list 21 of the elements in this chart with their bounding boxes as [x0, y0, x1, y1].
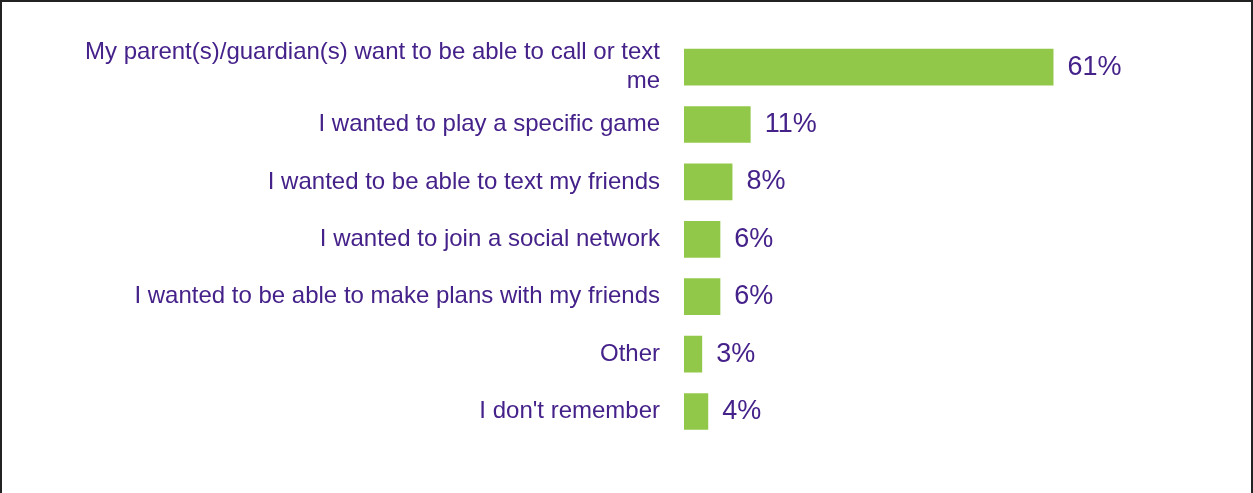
y-tick-label: I don't remember: [479, 396, 661, 424]
y-tick-label: I wanted to join a social network: [319, 223, 661, 251]
bar: [684, 48, 1054, 86]
y-tick-label: I wanted to be able to make plans with my friends: [134, 281, 660, 309]
y-tick-label: My parent(s)/guardian(s) want to be able to call or text me: [85, 37, 661, 94]
data-label: 11%: [764, 107, 817, 138]
data-label: 6%: [734, 222, 774, 253]
data-label: 3%: [716, 337, 756, 368]
data-label: 8%: [746, 165, 786, 196]
y-tick-label: I wanted to play a specific game: [318, 109, 660, 137]
data-label: 61%: [1067, 50, 1122, 81]
y-tick-label: Other: [599, 338, 660, 366]
bar: [684, 278, 721, 316]
bar: [684, 163, 733, 201]
bar: [684, 106, 751, 143]
data-label: 6%: [734, 280, 774, 311]
bar: [684, 393, 709, 430]
bar: [684, 220, 721, 258]
bar: [684, 335, 703, 373]
y-tick-label: I wanted to be able to text my friends: [267, 166, 660, 194]
data-label: 4%: [722, 394, 762, 425]
